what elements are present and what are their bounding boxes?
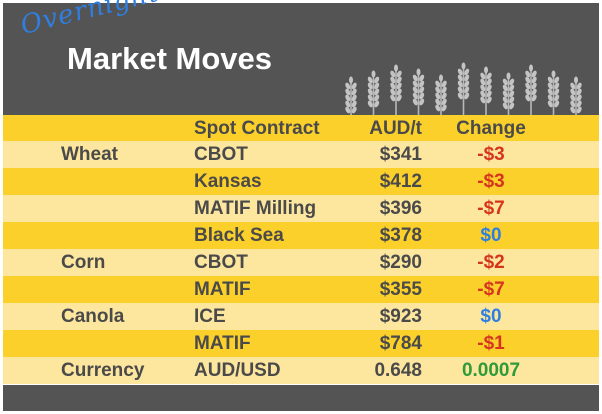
prices-table: Spot Contract AUD/t Change Wheat CBOT $341…: [3, 115, 599, 384]
contract-cell: ICE: [194, 306, 226, 327]
table-row: MATIF $355 -$7: [3, 276, 599, 303]
wheat-stalk-icon: [390, 64, 402, 115]
wheat-stalk-icon: [345, 76, 357, 115]
table-row: Black Sea $378 $0: [3, 222, 599, 249]
price-cell: $412: [379, 171, 422, 192]
wheat-stalk-icon: [502, 72, 515, 115]
change-cell: -$2: [477, 252, 505, 273]
contract-cell: CBOT: [194, 252, 248, 273]
table-row: Canola ICE $923 $0: [3, 303, 599, 330]
header-banner: Overnight Market Moves: [3, 0, 599, 115]
price-cell: 0.648: [374, 360, 422, 381]
table-row: Currency AUD/USD 0.648 0.0007: [3, 357, 599, 384]
page-title: Market Moves: [67, 41, 273, 76]
change-cell: -$7: [477, 279, 505, 300]
wheat-stalk-icon: [480, 66, 492, 115]
table-row: MATIF $784 -$1: [3, 330, 599, 357]
wheat-stalk-icon: [412, 68, 425, 115]
table-row: Corn CBOT $290 -$2: [3, 249, 599, 276]
price-cell: $396: [379, 198, 422, 219]
column-header-contract: Spot Contract: [194, 118, 320, 139]
grain-cell: Currency: [61, 360, 145, 381]
contract-cell: CBOT: [194, 144, 248, 165]
change-cell: $0: [480, 225, 502, 246]
wheat-stalk-icon: [435, 74, 447, 115]
change-cell: $0: [480, 306, 502, 327]
change-cell: -$3: [477, 171, 505, 192]
change-cell: 0.0007: [461, 360, 521, 381]
table-header-row: Spot Contract AUD/t Change: [3, 115, 599, 141]
price-cell: $923: [379, 306, 422, 327]
price-cell: $341: [379, 144, 422, 165]
change-cell: -$1: [477, 333, 505, 354]
contract-cell: MATIF Milling: [194, 198, 317, 219]
grain-cell: Wheat: [61, 144, 118, 165]
wheat-stalk-icon: [525, 64, 537, 115]
change-cell: -$3: [477, 144, 505, 165]
wheat-stalk-icon: [547, 70, 560, 115]
contract-cell: AUD/USD: [194, 360, 281, 381]
grain-cell: Corn: [61, 252, 106, 273]
contract-cell: Black Sea: [194, 225, 284, 246]
wheat-stalks-icon: [343, 57, 599, 115]
overnight-script-label: Overnight: [17, 0, 163, 41]
wheat-stalk-icon: [570, 76, 582, 115]
column-header-change: Change: [456, 118, 526, 139]
wheat-stalk-icon: [367, 70, 380, 115]
footer-bar: [3, 385, 599, 411]
price-cell: $290: [379, 252, 422, 273]
price-cell: $784: [379, 333, 422, 354]
contract-cell: Kansas: [194, 171, 262, 192]
grain-cell: Canola: [61, 306, 125, 327]
table-row: MATIF Milling $396 -$7: [3, 195, 599, 222]
wheat-stalk-icon: [457, 62, 470, 115]
change-cell: -$7: [477, 198, 505, 219]
contract-cell: MATIF: [194, 333, 251, 354]
table-body: Wheat CBOT $341 -$3 Kansas $412 -$3 MATIF Milli…: [3, 141, 599, 384]
table-row: Wheat CBOT $341 -$3: [3, 141, 599, 168]
price-cell: $355: [379, 279, 422, 300]
price-cell: $378: [379, 225, 422, 246]
column-header-price: AUD/t: [369, 118, 422, 139]
table-row: Kansas $412 -$3: [3, 168, 599, 195]
contract-cell: MATIF: [194, 279, 251, 300]
